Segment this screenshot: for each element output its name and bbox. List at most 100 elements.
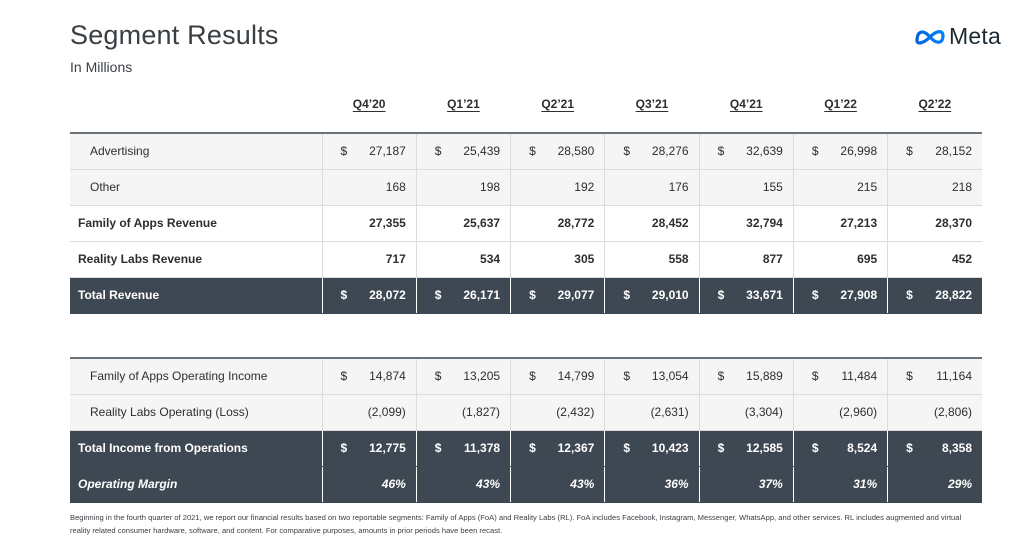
table-cell: 46%: [321, 466, 417, 503]
table-cell: 29%: [887, 466, 982, 503]
table-cell: 198: [415, 169, 511, 206]
currency-symbol: $: [623, 441, 631, 455]
table-cell: 218: [887, 169, 982, 206]
table-cell: $15,889: [698, 357, 794, 395]
table-cell: $8,524: [792, 430, 888, 467]
table-cell: 37%: [698, 466, 794, 503]
cell-value: 29,010: [651, 288, 689, 302]
row-label: Total Revenue: [70, 277, 323, 314]
cell-value: 28,072: [369, 288, 406, 302]
cell-value: 305: [574, 252, 595, 266]
column-headers: Q4’20 Q1’21 Q2’21 Q3’21 Q4’21 Q1’22 Q2’2…: [322, 97, 982, 115]
cell-value: (2,806): [933, 405, 972, 419]
cell-value: 32,794: [746, 216, 783, 230]
cell-value: 43%: [476, 477, 501, 491]
cell-value: 28,772: [557, 216, 595, 230]
table-cell: 558: [604, 241, 700, 278]
table-cell: $32,639: [698, 132, 794, 170]
table-cell: $25,439: [415, 132, 511, 170]
column-header: Q1’22: [824, 97, 857, 111]
cell-value: 28,152: [935, 144, 972, 159]
cell-value: 43%: [570, 477, 595, 491]
table-cell: $10,423: [604, 430, 700, 467]
table-cell: $13,205: [415, 357, 511, 395]
cell-value: 877: [762, 252, 783, 266]
table-cell: 168: [321, 169, 417, 206]
table-row: Total Revenue $28,072 $26,171 $29,077 $29,01…: [70, 277, 982, 314]
table-cell: $27,908: [792, 277, 888, 314]
page-subtitle: In Millions: [70, 59, 133, 75]
row-label: Family of Apps Operating Income: [70, 357, 323, 395]
table-cell: $28,822: [887, 277, 982, 314]
cell-value: (2,099): [367, 405, 406, 419]
cell-value: 14,799: [557, 369, 595, 384]
cell-value: 717: [385, 252, 406, 266]
cell-value: 27,355: [369, 216, 406, 230]
cell-value: 176: [668, 180, 689, 194]
table-cell: 28,370: [887, 205, 982, 242]
table-cell: 695: [792, 241, 888, 278]
meta-logo-text: Meta: [949, 23, 1001, 49]
cell-value: 28,370: [935, 216, 972, 230]
table-cell: (2,960): [792, 394, 888, 431]
cell-value: 198: [480, 180, 501, 194]
table-cell: $14,799: [510, 357, 605, 395]
cell-value: 12,775: [369, 441, 406, 455]
currency-symbol: $: [340, 441, 348, 455]
cell-value: 10,423: [651, 441, 689, 455]
table-cell: 877: [698, 241, 794, 278]
cell-value: 31%: [853, 477, 878, 491]
cell-value: 215: [857, 180, 878, 194]
table-cell: 28,772: [510, 205, 605, 242]
cell-value: 28,276: [651, 144, 689, 159]
currency-symbol: $: [811, 369, 819, 384]
row-label: Advertising: [70, 132, 323, 170]
cell-value: 27,908: [840, 288, 878, 302]
table-cell: $26,171: [415, 277, 511, 314]
row-label: Reality Labs Revenue: [70, 241, 323, 278]
page-title: Segment Results: [70, 20, 279, 50]
table-cell: $14,874: [321, 357, 417, 395]
currency-symbol: $: [717, 144, 725, 159]
currency-symbol: $: [906, 144, 913, 159]
table-cell: $11,164: [887, 357, 982, 395]
table-cell: $28,072: [321, 277, 417, 314]
table-cell: $33,671: [698, 277, 794, 314]
currency-symbol: $: [811, 144, 819, 159]
table-cell: (2,099): [321, 394, 417, 431]
row-label: Total Income from Operations: [70, 430, 323, 467]
table-cell: (1,827): [415, 394, 511, 431]
cell-value: (2,432): [556, 405, 595, 419]
column-header: Q2’21: [541, 97, 575, 111]
table-cell: $11,484: [792, 357, 888, 395]
cell-value: (2,631): [650, 405, 689, 419]
cell-value: 29%: [947, 477, 972, 491]
cell-value: 12,367: [557, 441, 595, 455]
row-label: Reality Labs Operating (Loss): [70, 394, 323, 431]
cell-value: 37%: [758, 477, 783, 491]
currency-symbol: $: [906, 441, 913, 455]
cell-value: 27,187: [369, 144, 406, 159]
cell-value: 25,439: [463, 144, 501, 159]
cell-value: 558: [668, 252, 689, 266]
cell-value: 27,213: [840, 216, 878, 230]
table-cell: $27,187: [321, 132, 417, 170]
row-label: Family of Apps Revenue: [70, 205, 323, 242]
table-cell: $28,152: [887, 132, 982, 170]
currency-symbol: $: [717, 288, 725, 302]
table-cell: 43%: [510, 466, 605, 503]
cell-value: 13,205: [463, 369, 501, 384]
cell-value: 12,585: [746, 441, 783, 455]
currency-symbol: $: [529, 144, 536, 159]
column-header: Q3’21: [635, 97, 669, 111]
table-row: Reality Labs Operating (Loss) (2,099) (1,8…: [70, 394, 982, 431]
table-cell: $28,276: [604, 132, 700, 170]
cell-value: 168: [385, 180, 406, 194]
currency-symbol: $: [717, 369, 725, 384]
cell-value: 11,164: [936, 369, 972, 384]
cell-value: 192: [574, 180, 595, 194]
currency-symbol: $: [340, 144, 348, 159]
cell-value: 26,998: [840, 144, 878, 159]
table-row: Total Income from Operations $12,775 $11,3…: [70, 430, 982, 467]
cell-value: 32,639: [746, 144, 783, 159]
